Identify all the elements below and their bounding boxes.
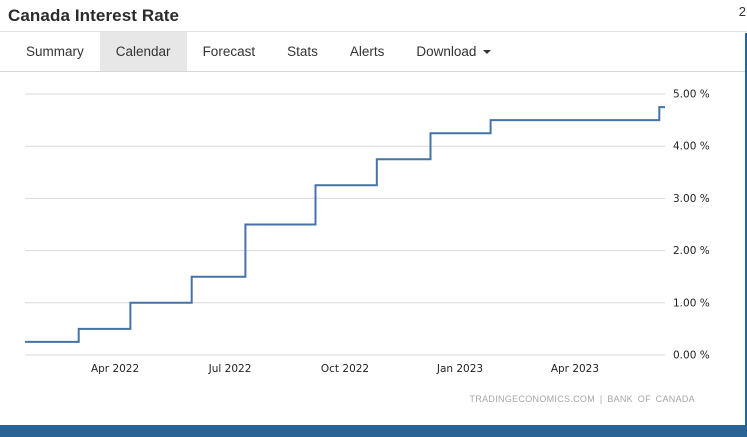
tab-alerts[interactable]: Alerts: [349, 44, 385, 59]
x-axis-label: Jul 2022: [208, 363, 252, 375]
page-title: Canada Interest Rate: [8, 5, 180, 25]
tab-summary[interactable]: Summary: [26, 44, 84, 59]
x-axis-label: Oct 2022: [321, 363, 369, 375]
tab-calendar[interactable]: Calendar: [99, 32, 187, 71]
x-axis-label: Apr 2023: [551, 363, 599, 375]
y-axis-label: 0.00 %: [673, 350, 710, 362]
clipped-corner-text: 2: [738, 4, 746, 19]
y-axis-label: 3.00 %: [673, 193, 710, 205]
x-axis-label: Jan 2023: [436, 363, 483, 375]
interest-rate-line: [25, 106, 665, 343]
tab-stats[interactable]: Stats: [287, 44, 318, 59]
tab-bar: Summary Calendar Forecast Stats Alerts Downlo…: [0, 32, 747, 72]
chart-attribution: TRADINGECONOMICS.COM | BANK OF CANADA: [469, 394, 695, 404]
y-axis-label: 5.00 %: [673, 89, 710, 101]
chart-area: 0.00 % 1.00 % 2.00 % 3.00 % 4.00 % 5.00 % Apr …: [0, 72, 747, 424]
y-axis-label: 2.00 %: [673, 245, 710, 257]
right-edge-accent: [745, 33, 747, 437]
interest-rate-chart: 0.00 % 1.00 % 2.00 % 3.00 % 4.00 % 5.00 % Apr …: [25, 89, 710, 375]
tab-download[interactable]: Download: [400, 32, 507, 71]
caret-down-icon: [483, 49, 492, 54]
y-axis-label: 4.00 %: [673, 141, 710, 153]
tab-forecast[interactable]: Forecast: [202, 44, 256, 59]
y-axis-label: 1.00 %: [673, 297, 710, 309]
bottom-accent-bar: [0, 425, 747, 437]
page-header: Canada Interest Rate 2: [0, 0, 747, 32]
x-axis-label: Apr 2022: [91, 363, 139, 375]
